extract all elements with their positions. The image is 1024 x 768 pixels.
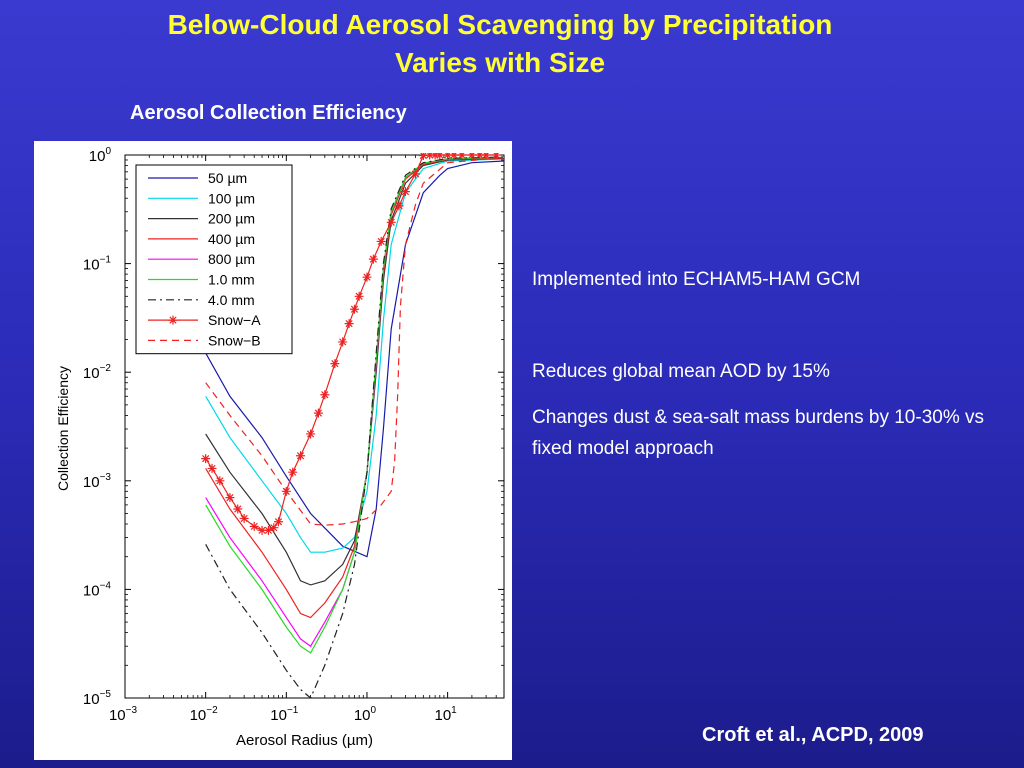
series-point xyxy=(475,153,485,160)
series-point xyxy=(320,390,330,400)
series-point xyxy=(288,467,298,477)
series-point xyxy=(306,429,316,439)
x-axis-label: Aerosol Radius (µm) xyxy=(236,732,373,749)
x-tick-label: 10−1 xyxy=(270,705,299,724)
y-tick-label: 10−1 xyxy=(83,255,112,274)
y-axis-label: Collection Efficiency xyxy=(55,366,71,491)
series-point xyxy=(425,153,435,160)
bullet-burdens: Changes dust & sea-salt mass burdens by … xyxy=(532,407,985,459)
series-point xyxy=(430,153,440,160)
title-line-2: Varies with Size xyxy=(394,47,606,78)
series-point xyxy=(269,523,279,533)
series-point xyxy=(386,217,396,227)
series-line-2 xyxy=(205,157,504,586)
series-point xyxy=(201,454,211,464)
series-point xyxy=(491,153,501,160)
y-tick-label: 100 xyxy=(89,146,112,165)
series-point xyxy=(435,153,445,160)
series-point xyxy=(263,525,273,535)
bullet-gcm: Implemented into ECHAM5-HAM GCM xyxy=(532,269,861,290)
series-point xyxy=(467,153,477,160)
citation: Croft et al., ACPD, 2009 xyxy=(702,724,924,746)
series-point xyxy=(330,359,340,369)
series-point xyxy=(457,153,467,160)
series-line-5 xyxy=(205,156,504,654)
y-tick-label: 10−5 xyxy=(83,689,112,708)
series-point xyxy=(313,408,323,418)
series-point xyxy=(257,525,267,535)
legend-label: 4.0 mm xyxy=(208,292,255,308)
y-tick-label: 10−3 xyxy=(83,472,112,491)
legend-label: 800 µm xyxy=(208,251,255,267)
legend-label: 100 µm xyxy=(208,190,255,206)
title-line-1: Below-Cloud Aerosol Scavenging by Precip… xyxy=(167,9,833,40)
legend-label: 50 µm xyxy=(208,170,247,186)
series-point xyxy=(344,319,354,329)
slide-title: Below-Cloud Aerosol Scavenging by Precip… xyxy=(0,6,1000,82)
series-point xyxy=(354,291,364,301)
series-point xyxy=(273,517,283,527)
series-point xyxy=(376,236,386,246)
series-point xyxy=(449,153,459,160)
legend-label: 1.0 mm xyxy=(208,272,255,288)
series-point xyxy=(394,201,404,211)
series-point xyxy=(249,521,259,531)
series-point xyxy=(418,153,428,160)
series-point xyxy=(362,272,372,282)
collection-efficiency-chart: 10−3 10−2 10−1 100 101 10−5 10−4 10−3 10−2 10−1 10… xyxy=(55,146,505,749)
series-point xyxy=(239,513,249,523)
legend-marker xyxy=(168,315,178,325)
legend-label: Snow−B xyxy=(208,332,261,348)
series-point xyxy=(296,451,306,461)
y-tick-label: 10−2 xyxy=(83,363,112,382)
series-point xyxy=(225,493,235,503)
bullet-aod: Reduces global mean AOD by 15% xyxy=(532,361,830,382)
x-tick-label: 10−2 xyxy=(190,705,219,724)
series-point xyxy=(207,463,217,473)
series-point xyxy=(411,169,421,179)
x-tick-label: 101 xyxy=(434,705,457,724)
legend-label: 400 µm xyxy=(208,231,255,247)
x-tick-label: 10−3 xyxy=(109,705,138,724)
series-point xyxy=(443,153,453,160)
series-point xyxy=(400,187,410,197)
series-line-8 xyxy=(205,156,504,526)
series-point xyxy=(368,254,378,264)
series-point xyxy=(233,504,243,514)
series-point xyxy=(481,153,491,160)
chart-panel: 10−3 10−2 10−1 100 101 10−5 10−4 10−3 10−2 10−1 10… xyxy=(34,141,512,760)
series-point xyxy=(338,337,348,347)
series-point xyxy=(215,476,225,486)
series-line-0 xyxy=(205,160,504,558)
legend-label: 200 µm xyxy=(208,211,255,227)
series-point xyxy=(349,304,359,314)
chart-heading: Aerosol Collection Efficiency xyxy=(130,102,407,124)
series-line-6 xyxy=(205,156,504,698)
series-group xyxy=(201,153,504,698)
legend-label: Snow−A xyxy=(208,312,261,328)
x-tick-label: 100 xyxy=(354,705,377,724)
y-tick-label: 10−4 xyxy=(83,580,112,599)
plot-frame xyxy=(124,154,505,699)
